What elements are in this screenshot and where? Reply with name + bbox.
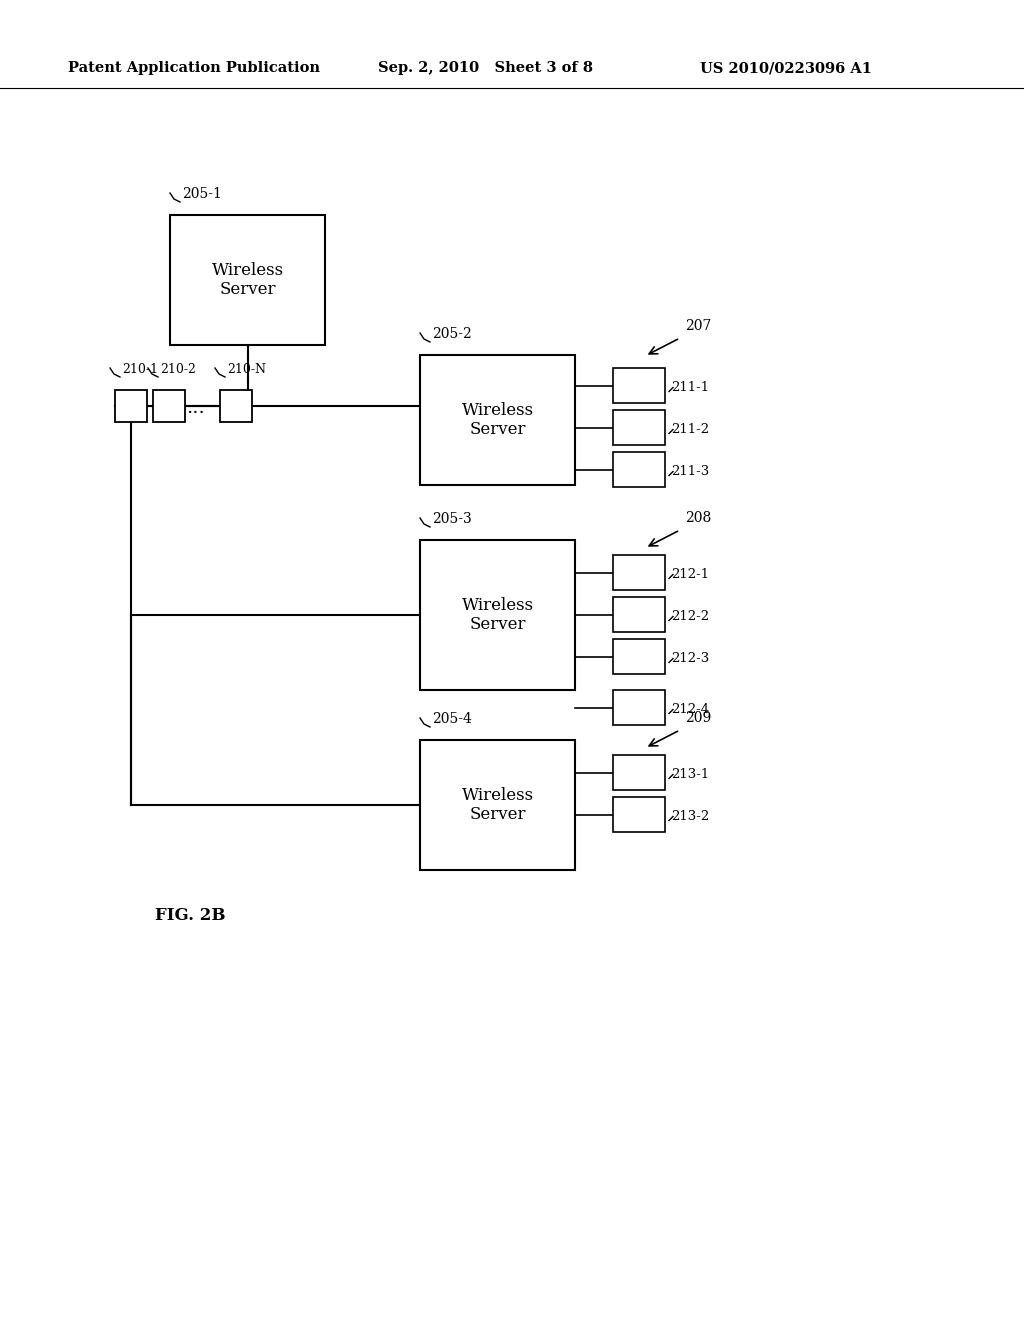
Text: 205-2: 205-2 — [432, 327, 472, 341]
Text: 211-1: 211-1 — [671, 381, 710, 393]
Text: 205-1: 205-1 — [182, 187, 222, 201]
Bar — [613, 554, 665, 590]
Bar — [420, 355, 575, 484]
Text: Wireless
Server: Wireless Server — [462, 401, 534, 438]
Bar — [613, 368, 665, 403]
Bar — [220, 389, 252, 422]
Text: 210-N: 210-N — [227, 363, 266, 376]
Text: ...: ... — [185, 399, 205, 417]
Text: 212-4: 212-4 — [671, 704, 710, 715]
Text: 209: 209 — [685, 711, 712, 725]
Bar — [613, 755, 665, 789]
Text: 212-3: 212-3 — [671, 652, 710, 665]
Text: 205-4: 205-4 — [432, 711, 472, 726]
Bar — [115, 389, 147, 422]
Text: 207: 207 — [685, 319, 712, 333]
Text: US 2010/0223096 A1: US 2010/0223096 A1 — [700, 61, 872, 75]
Bar — [170, 215, 325, 345]
Bar — [613, 411, 665, 445]
Text: 210-2: 210-2 — [160, 363, 196, 376]
Bar — [153, 389, 185, 422]
Text: FIG. 2B: FIG. 2B — [155, 907, 225, 924]
Text: Patent Application Publication: Patent Application Publication — [68, 61, 319, 75]
Text: 212-2: 212-2 — [671, 610, 710, 623]
Bar — [613, 639, 665, 675]
Text: 208: 208 — [685, 511, 712, 525]
Bar — [613, 690, 665, 725]
Text: Wireless
Server: Wireless Server — [211, 261, 284, 298]
Bar — [420, 540, 575, 690]
Text: 213-2: 213-2 — [671, 810, 710, 822]
Text: 210-1: 210-1 — [122, 363, 158, 376]
Text: Wireless
Server: Wireless Server — [462, 787, 534, 824]
Text: 211-2: 211-2 — [671, 422, 710, 436]
Text: 213-1: 213-1 — [671, 768, 710, 781]
Bar — [613, 451, 665, 487]
Text: 211-3: 211-3 — [671, 465, 710, 478]
Text: Sep. 2, 2010   Sheet 3 of 8: Sep. 2, 2010 Sheet 3 of 8 — [378, 61, 593, 75]
Text: 212-1: 212-1 — [671, 568, 710, 581]
Bar — [420, 741, 575, 870]
Bar — [613, 597, 665, 632]
Bar — [613, 797, 665, 832]
Text: Wireless
Server: Wireless Server — [462, 597, 534, 634]
Text: 205-3: 205-3 — [432, 512, 472, 525]
